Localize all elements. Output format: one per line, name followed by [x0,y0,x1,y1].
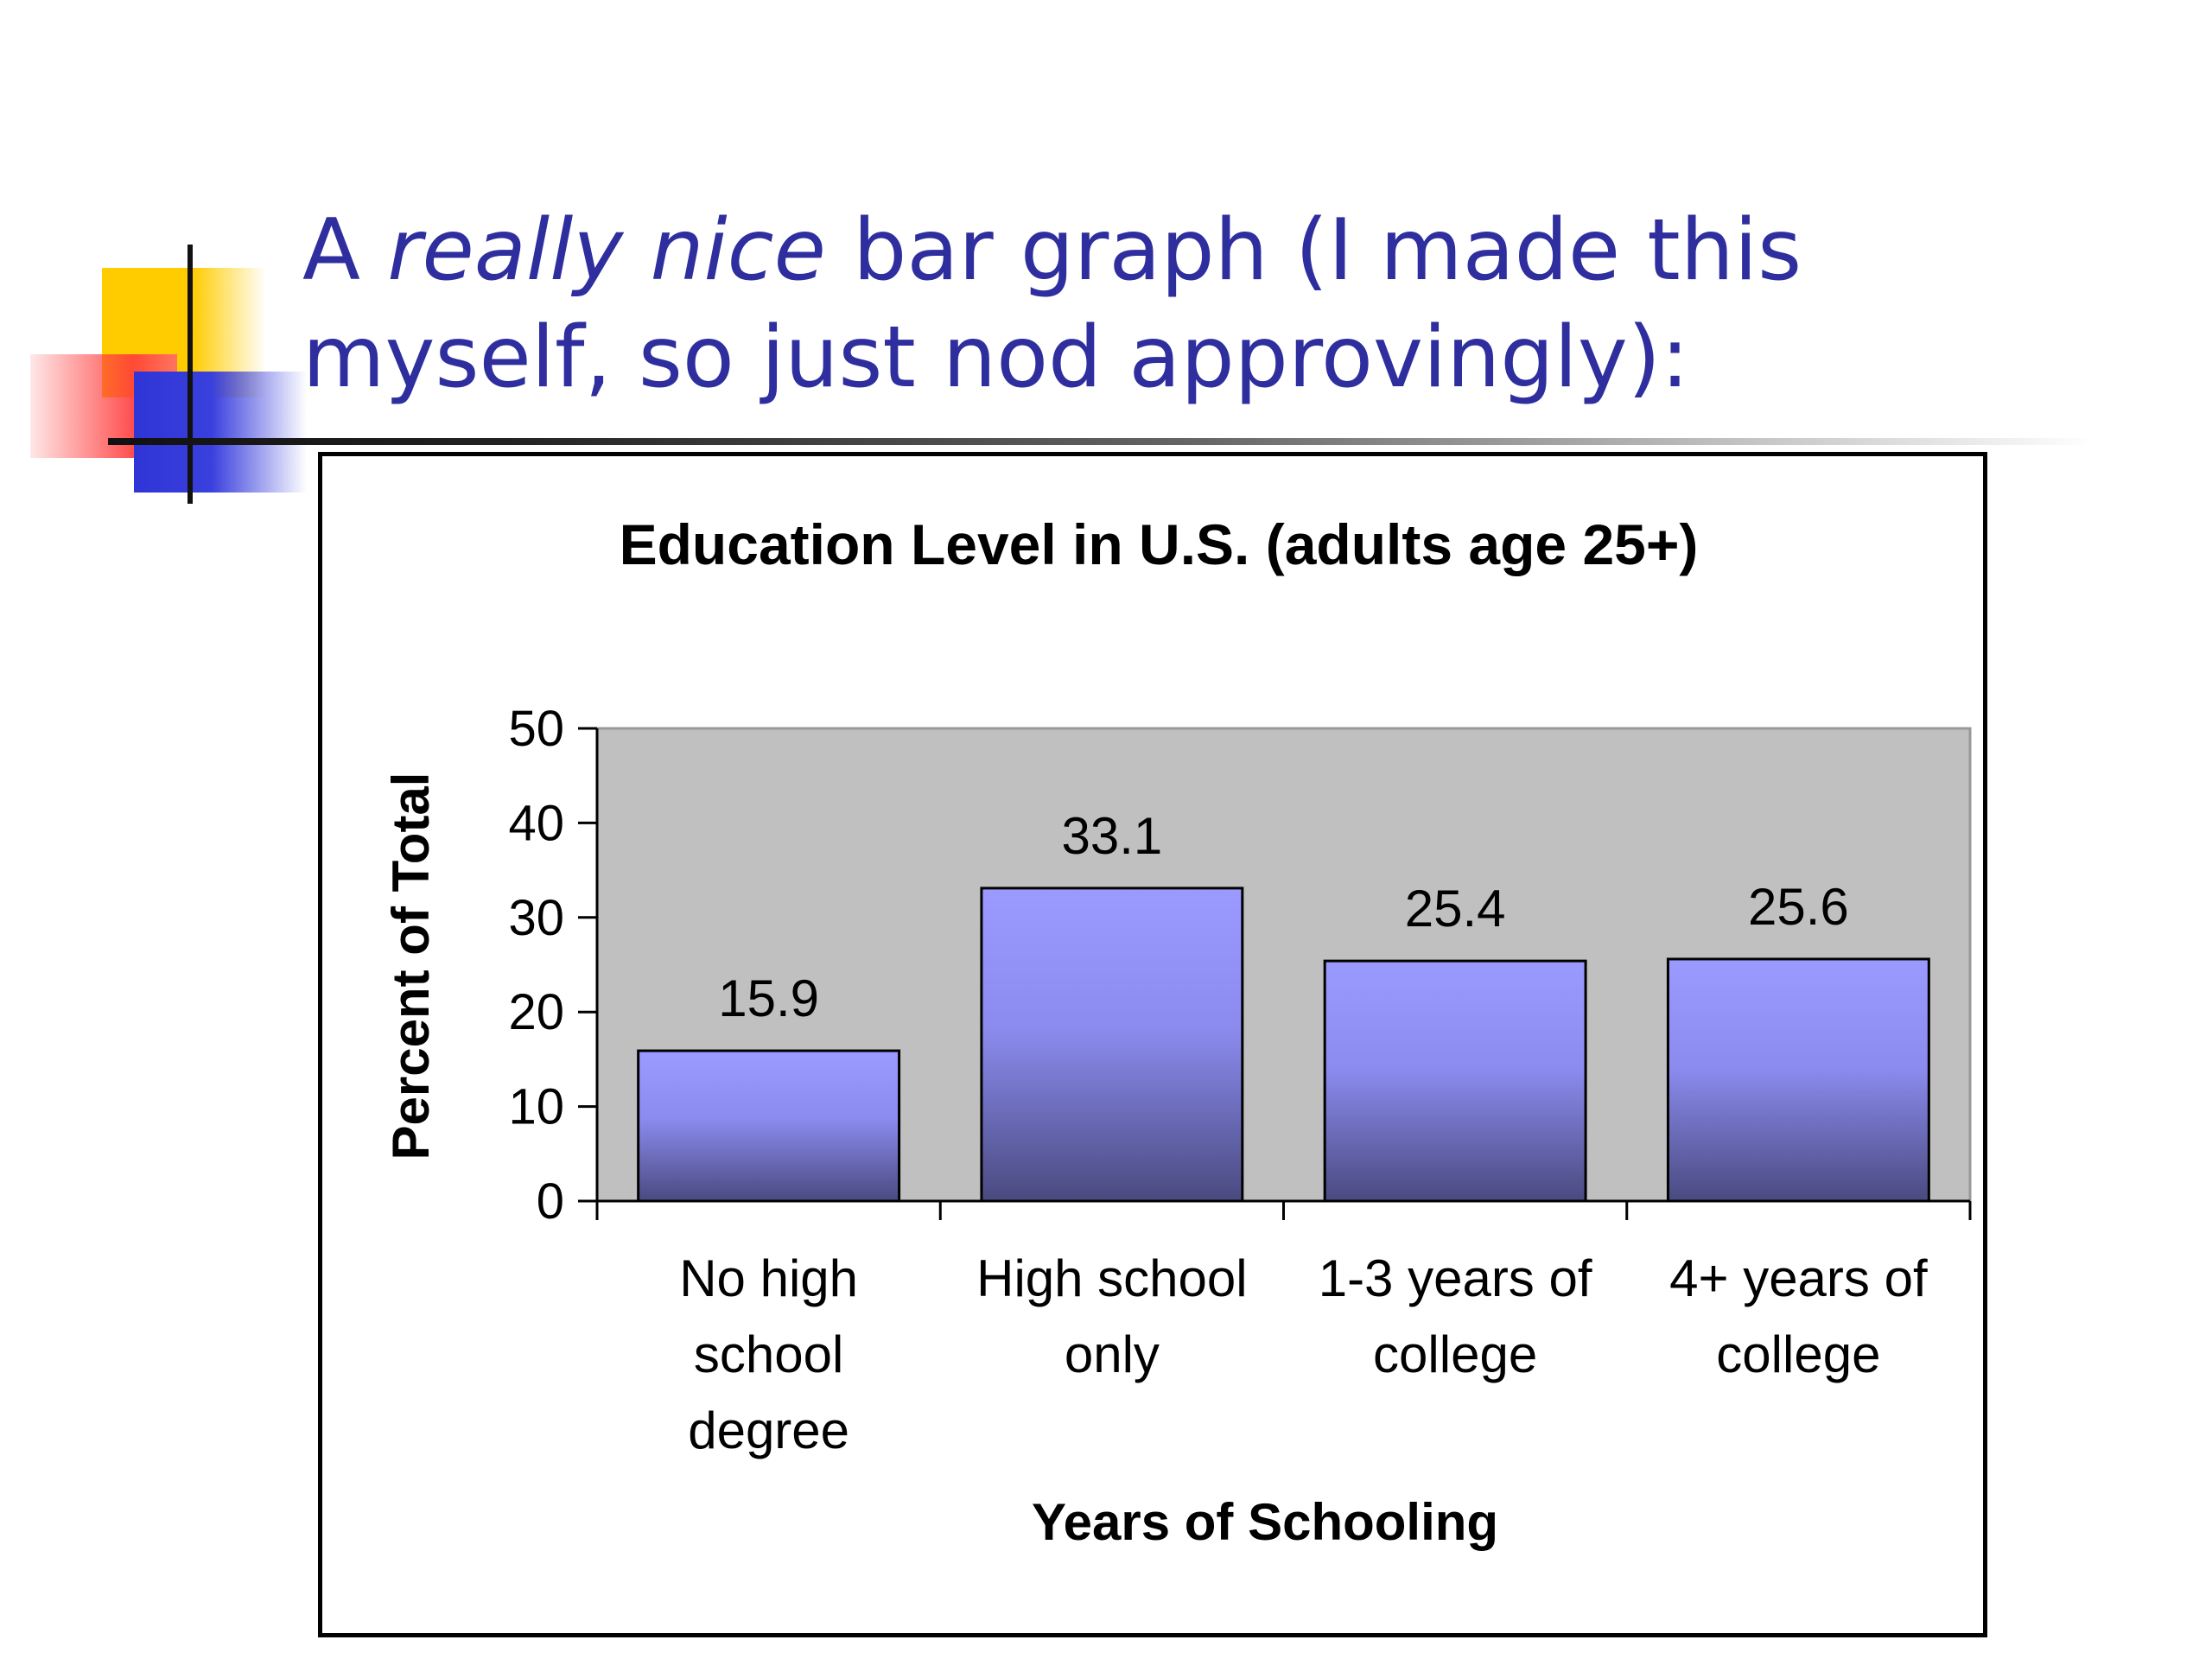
slide-title-italic: really nice [387,201,826,300]
bar [980,887,1244,1203]
y-axis-label: Percent of Total [382,772,440,1160]
slide-title: A really nice bar graph (I made this mys… [302,197,2100,411]
bar [637,1049,901,1203]
y-tick-label: 50 [508,701,564,757]
data-label: 15.9 [718,969,819,1027]
data-label: 33.1 [1061,807,1162,865]
title-underline [108,438,2095,445]
data-label: 25.4 [1405,880,1506,938]
data-label: 25.6 [1748,878,1849,936]
bar-chart: Education Level in U.S. (adults age 25+)… [382,512,1972,1551]
y-tick-label: 40 [508,795,564,851]
x-category-label-line: college [1373,1325,1537,1383]
plot-area: 0 10 20 30 40 50 15.9 No high school degree 33.1 Hi… [508,701,1972,1459]
chart-frame: Education Level in U.S. (adults age 25+)… [318,452,1987,1637]
decor-vertical-line [188,245,193,504]
x-category-label: 4+ years of college [1669,1249,1928,1383]
y-tick-label: 30 [508,890,564,946]
x-category-label-line: college [1716,1325,1880,1383]
x-category-label-line: No high [679,1249,858,1307]
x-category-label: High school only [976,1249,1248,1383]
bar [1323,959,1587,1203]
y-tick-label: 20 [508,984,564,1040]
bar [1666,957,1930,1203]
decor-blue-square [134,372,307,493]
x-category-label-line: school [694,1325,843,1383]
slide-title-part2: bar graph (I made this myself, so just n… [302,201,1802,407]
y-tick-label: 0 [537,1173,564,1230]
y-tick-label: 10 [508,1079,564,1135]
x-category-label: 1-3 years of college [1319,1249,1592,1383]
x-axis-label: Years of Schooling [1032,1493,1498,1551]
x-category-label-line: degree [688,1402,849,1459]
x-category-label-line: High school [976,1249,1248,1307]
x-category-label: No high school degree [679,1249,858,1459]
x-category-label-line: only [1065,1325,1160,1383]
slide-title-part1: A [302,201,388,300]
chart-title: Education Level in U.S. (adults age 25+) [620,512,1699,576]
x-category-label-line: 4+ years of [1669,1249,1928,1307]
x-category-label-line: 1-3 years of [1319,1249,1592,1307]
